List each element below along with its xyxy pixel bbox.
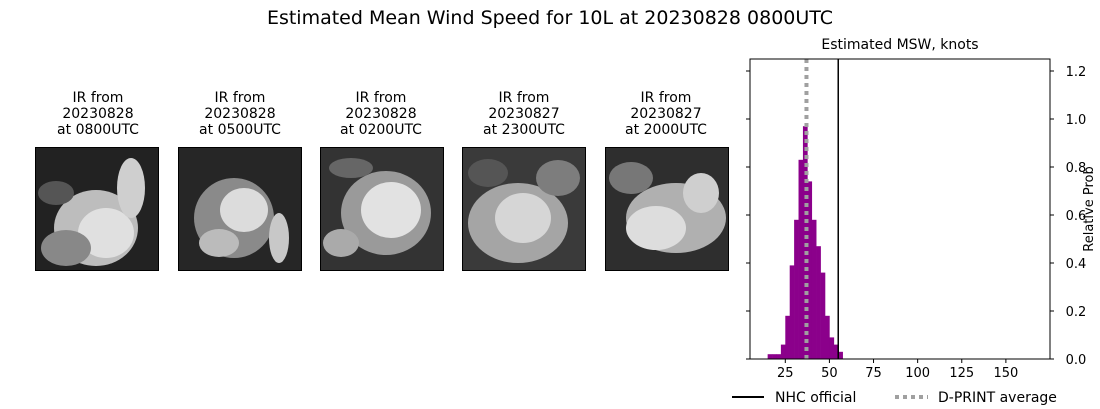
reference-lines	[804, 59, 839, 359]
panel-title-line: at 0500UTC	[199, 122, 281, 138]
ir-image-3-graphic	[321, 148, 443, 270]
panel-title-line: at 2300UTC	[483, 122, 565, 138]
x-tick-label: 75	[865, 366, 882, 381]
histogram-bar	[838, 351, 843, 359]
axes-frame	[749, 58, 1051, 360]
histogram-bar	[829, 337, 835, 359]
panel-title-line: IR from	[355, 90, 407, 106]
histogram-bar	[811, 219, 817, 359]
panel-title-3: IR from 20230828 at 0200UTC	[311, 90, 451, 138]
panel-title-line: at 2000UTC	[625, 122, 707, 138]
panel-title-1: IR from 20230828 at 0800UTC	[28, 90, 168, 138]
histogram-bar	[772, 354, 777, 359]
panel-title-line: 20230828	[345, 106, 417, 122]
x-tick-label: 125	[949, 366, 974, 381]
histogram-bar	[816, 246, 821, 359]
x-tick-label: 100	[905, 366, 930, 381]
panel-title-4: IR from 20230827 at 2300UTC	[454, 90, 594, 138]
legend-dprint-label: D-PRINT average	[938, 390, 1057, 406]
ir-image-5-graphic	[606, 148, 728, 270]
panel-title-line: IR from	[640, 90, 692, 106]
y-tick-label: 1.0	[1066, 113, 1087, 128]
ir-image-2	[178, 147, 302, 271]
histogram-bar	[794, 219, 799, 359]
ir-image-1	[35, 147, 159, 271]
y-tick-label: 0.8	[1066, 161, 1087, 176]
ir-image-4	[462, 147, 586, 271]
panel-title-line: at 0200UTC	[340, 122, 422, 138]
y-axis-ticks: 0.0 0.2 0.4 0.6 0.8 1.0 1.2	[746, 65, 1086, 368]
y-axis-label: Relative Prob	[1082, 166, 1097, 251]
panel-title-line: IR from	[214, 90, 266, 106]
ir-image-2-graphic	[179, 148, 301, 270]
histogram-bar	[807, 181, 813, 359]
histogram-bar	[798, 159, 804, 359]
histogram-bar	[820, 272, 826, 359]
y-tick-label: 0.2	[1066, 305, 1087, 320]
x-tick-label: 25	[777, 366, 794, 381]
panel-title-line: 20230828	[204, 106, 276, 122]
x-tick-label: 50	[821, 366, 838, 381]
legend-nhc-label: NHC official	[775, 390, 856, 406]
y-tick-label: 1.2	[1066, 65, 1087, 80]
panel-title-line: 20230827	[630, 106, 702, 122]
panel-title-line: 20230827	[488, 106, 560, 122]
panel-title-line: at 0800UTC	[57, 122, 139, 138]
chart-title: Estimated MSW, knots	[821, 37, 978, 53]
ir-image-1-graphic	[36, 148, 158, 270]
histogram-bar	[789, 265, 795, 359]
histogram-bars	[767, 126, 843, 359]
y-tick-label: 0.0	[1066, 353, 1087, 368]
histogram-bar	[833, 344, 839, 359]
ir-image-3	[320, 147, 444, 271]
ir-image-4-graphic	[463, 148, 585, 270]
legend: NHC official D-PRINT average	[732, 390, 1057, 406]
histogram-bar	[780, 344, 786, 359]
figure-title: Estimated Mean Wind Speed for 10L at 202…	[266, 7, 834, 29]
ir-image-5	[605, 147, 729, 271]
panel-title-5: IR from 20230827 at 2000UTC	[596, 90, 736, 138]
histogram-bar	[785, 315, 791, 359]
y-tick-label: 0.4	[1066, 257, 1087, 272]
histogram-bar	[802, 126, 808, 359]
x-axis-ticks: 25 50 75 100 125 150	[777, 359, 1018, 381]
histogram-bar	[776, 354, 782, 359]
y-tick-label: 0.6	[1066, 209, 1087, 224]
x-tick-label: 150	[993, 366, 1018, 381]
panel-title-2: IR from 20230828 at 0500UTC	[170, 90, 310, 138]
panel-title-line: IR from	[72, 90, 124, 106]
panel-title-line: 20230828	[62, 106, 134, 122]
histogram-bar	[767, 354, 773, 359]
histogram-bar	[825, 315, 830, 359]
panel-title-line: IR from	[498, 90, 550, 106]
